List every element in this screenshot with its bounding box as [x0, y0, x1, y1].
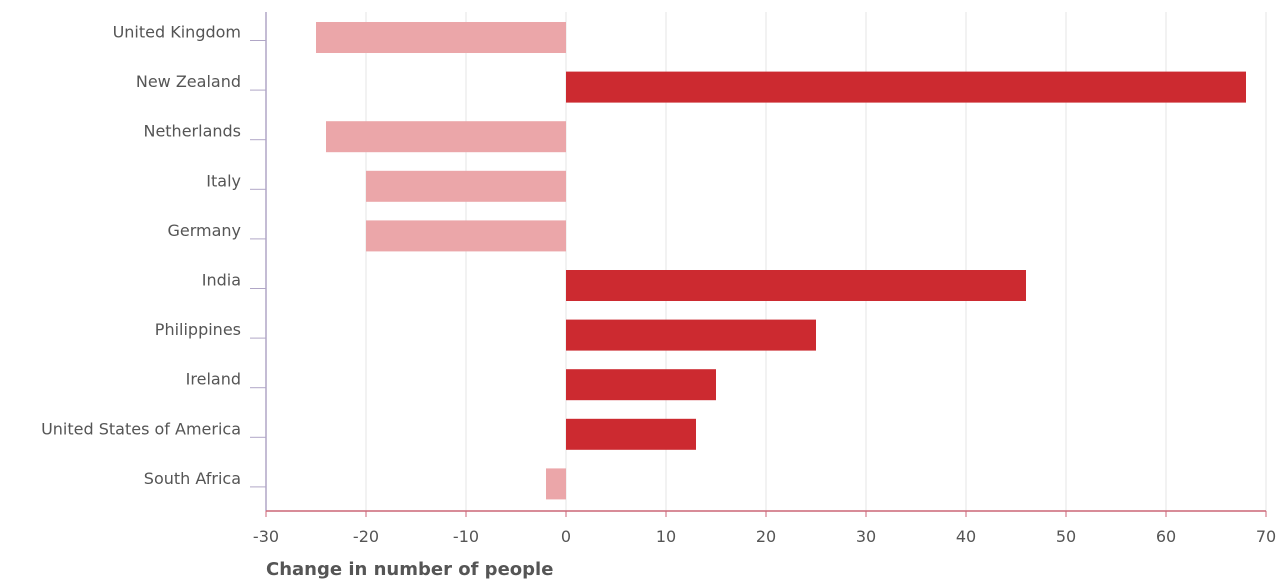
- x-tick-label: 40: [956, 527, 976, 546]
- x-tick-label: 50: [1056, 527, 1076, 546]
- x-tick-label: 60: [1156, 527, 1176, 546]
- category-label: Philippines: [155, 320, 241, 339]
- category-label: Italy: [206, 171, 241, 190]
- category-label: India: [202, 271, 241, 290]
- category-label: Germany: [167, 221, 241, 240]
- bar: [366, 220, 566, 252]
- category-label: United States of America: [41, 419, 241, 438]
- bar: [366, 170, 566, 202]
- category-label: Netherlands: [143, 122, 241, 141]
- x-tick-label: 30: [856, 527, 876, 546]
- bar: [566, 71, 1246, 103]
- category-label: Ireland: [186, 370, 241, 389]
- bar: [546, 468, 566, 500]
- x-tick-label: -30: [253, 527, 279, 546]
- bar: [326, 121, 566, 153]
- x-tick-labels: -30 -20 -10 0 10 20 30 40 50 60 70: [253, 527, 1276, 546]
- bar: [316, 22, 566, 53]
- category-label: United Kingdom: [113, 23, 241, 42]
- bar: [566, 270, 1026, 301]
- bar: [566, 319, 816, 351]
- bar: [566, 418, 696, 450]
- bar: [566, 369, 716, 401]
- x-tick-label: 20: [756, 527, 776, 546]
- x-tick-label: -20: [353, 527, 379, 546]
- category-label: New Zealand: [136, 72, 241, 91]
- category-labels: United Kingdom New Zealand Netherlands Ital…: [41, 23, 241, 488]
- x-tick-label: -10: [453, 527, 479, 546]
- bars: [316, 22, 1246, 500]
- x-tick-label: 0: [561, 527, 571, 546]
- category-label: South Africa: [144, 469, 241, 488]
- x-tick-label: 70: [1256, 527, 1276, 546]
- x-tick-label: 10: [656, 527, 676, 546]
- x-axis-title: Change in number of people: [266, 559, 553, 580]
- axes: [250, 12, 1267, 517]
